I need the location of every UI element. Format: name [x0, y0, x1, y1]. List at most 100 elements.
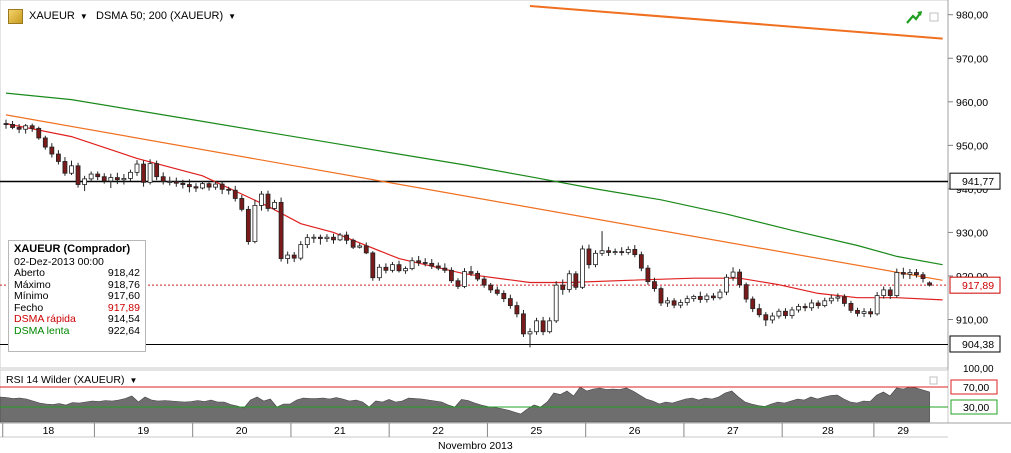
panel-maximize-icon[interactable] — [929, 12, 939, 22]
candle-down[interactable] — [370, 252, 376, 279]
candle-down[interactable] — [658, 288, 664, 304]
candle-up[interactable] — [835, 296, 841, 299]
candle-down[interactable] — [396, 264, 402, 272]
candle-up[interactable] — [88, 173, 94, 180]
candle-up[interactable] — [134, 163, 140, 173]
candle-down[interactable] — [920, 274, 926, 279]
candle-up[interactable] — [684, 298, 690, 303]
candle-down[interactable] — [494, 289, 500, 294]
candle-up[interactable] — [213, 183, 219, 188]
candle-down[interactable] — [114, 177, 120, 181]
candle-down[interactable] — [101, 176, 107, 182]
candle-down[interactable] — [62, 161, 68, 174]
candle-down[interactable] — [363, 245, 369, 254]
candle-up[interactable] — [691, 296, 697, 300]
candle-up[interactable] — [769, 315, 775, 321]
candle-down[interactable] — [141, 163, 146, 183]
candle-down[interactable] — [95, 173, 101, 178]
candle-up[interactable] — [907, 272, 913, 275]
candle-down[interactable] — [927, 282, 932, 286]
candle-down[interactable] — [763, 314, 769, 321]
candle-up[interactable] — [809, 302, 815, 309]
candle-down[interactable] — [737, 271, 742, 286]
candle-up[interactable] — [730, 271, 736, 278]
candle-down[interactable] — [180, 182, 186, 185]
candle-down[interactable] — [442, 267, 448, 271]
indicator-selector[interactable]: DSMA 50; 200 (XAUEUR) ▼ — [96, 8, 236, 24]
candle-down[interactable] — [219, 183, 225, 190]
candle-up[interactable] — [625, 249, 631, 253]
candle-down[interactable] — [455, 280, 461, 287]
candle-up[interactable] — [252, 205, 258, 242]
candle-down[interactable] — [750, 298, 756, 310]
candle-down[interactable] — [245, 208, 251, 242]
candle-down[interactable] — [75, 165, 81, 185]
candle-down[interactable] — [350, 239, 356, 248]
chevron-down-icon[interactable]: ▼ — [79, 11, 88, 21]
candle-up[interactable] — [665, 300, 670, 304]
rsi-maximize-icon[interactable] — [929, 376, 938, 385]
candle-up[interactable] — [534, 320, 539, 333]
candle-down[interactable] — [743, 284, 749, 300]
candle-down[interactable] — [475, 272, 481, 280]
candle-up[interactable] — [357, 245, 363, 248]
candle-up[interactable] — [285, 254, 291, 259]
candle-down[interactable] — [514, 305, 520, 315]
candle-up[interactable] — [259, 193, 264, 206]
candle-up[interactable] — [390, 264, 395, 271]
candle-up[interactable] — [789, 309, 795, 316]
chevron-down-icon[interactable]: ▼ — [228, 11, 237, 21]
candle-down[interactable] — [56, 153, 61, 162]
candle-down[interactable] — [42, 137, 48, 148]
candle-up[interactable] — [874, 295, 880, 315]
candle-up[interactable] — [599, 250, 605, 254]
candle-up[interactable] — [376, 266, 382, 279]
candle-down[interactable] — [842, 296, 847, 304]
candle-down[interactable] — [606, 250, 611, 253]
candle-up[interactable] — [23, 125, 29, 130]
candle-up[interactable] — [776, 310, 782, 317]
candle-up[interactable] — [298, 244, 304, 259]
candle-down[interactable] — [619, 251, 625, 253]
candle-up[interactable] — [69, 165, 74, 174]
candle-down[interactable] — [671, 300, 677, 306]
candle-up[interactable] — [200, 183, 205, 189]
candle-down[interactable] — [29, 125, 35, 129]
candle-up[interactable] — [593, 252, 598, 266]
candle-up[interactable] — [717, 291, 723, 299]
candle-up[interactable] — [462, 271, 467, 287]
candle-down[interactable] — [383, 266, 389, 271]
candle-down[interactable] — [914, 272, 919, 276]
candle-down[interactable] — [49, 146, 55, 155]
candle-up[interactable] — [724, 276, 729, 293]
candle-up[interactable] — [121, 178, 127, 181]
candle-up[interactable] — [128, 171, 133, 179]
candle-up[interactable] — [678, 302, 684, 306]
trendline[interactable] — [529, 5, 943, 40]
candle-down[interactable] — [265, 193, 271, 209]
candle-up[interactable] — [547, 320, 553, 333]
candle-up[interactable] — [337, 234, 343, 241]
candle-down[interactable] — [154, 163, 160, 178]
candle-down[interactable] — [488, 284, 494, 291]
candle-down[interactable] — [887, 289, 893, 296]
candle-up[interactable] — [147, 163, 153, 183]
candle-up[interactable] — [311, 236, 317, 239]
candle-down[interactable] — [36, 127, 42, 139]
candle-down[interactable] — [291, 254, 297, 259]
candle-up[interactable] — [894, 272, 900, 296]
candle-down[interactable] — [232, 189, 238, 199]
candle-down[interactable] — [697, 296, 703, 300]
candle-up[interactable] — [527, 331, 533, 335]
candle-down[interactable] — [468, 271, 474, 274]
candle-up[interactable] — [304, 237, 310, 246]
candle-up[interactable] — [108, 177, 114, 182]
candle-down[interactable] — [317, 236, 323, 239]
candle-down[interactable] — [344, 234, 350, 241]
candle-down[interactable] — [416, 260, 422, 263]
candle-up[interactable] — [272, 201, 277, 209]
candle-down[interactable] — [331, 236, 336, 241]
candle-down[interactable] — [501, 292, 507, 300]
candle-up[interactable] — [409, 260, 415, 269]
candle-up[interactable] — [167, 181, 173, 183]
